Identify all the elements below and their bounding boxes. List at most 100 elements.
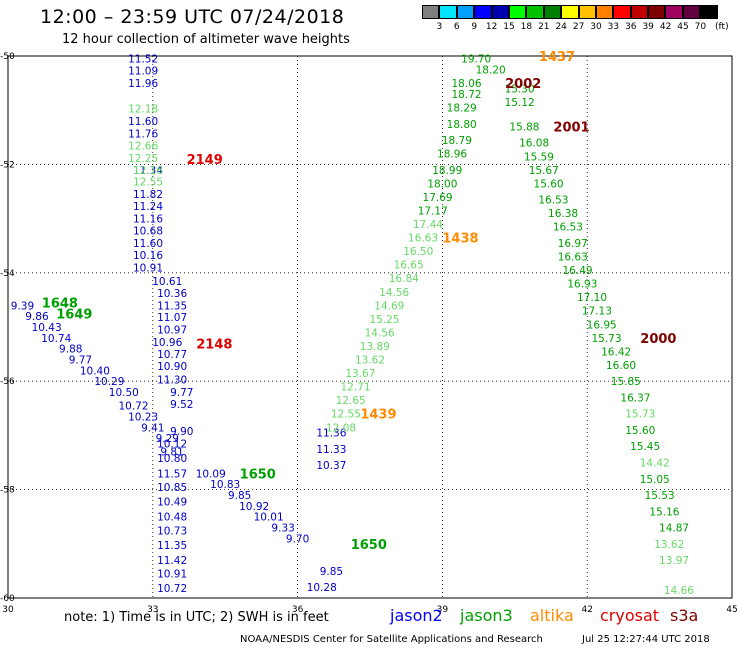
wave-height-value: 16.53 [538, 195, 568, 207]
generated-timestamp: Jul 25 12:27:44 UTC 2018 [582, 634, 710, 645]
wave-height-value: 9.81 [160, 447, 183, 459]
wave-height-value: 12.71 [340, 382, 370, 394]
wave-height-value: 15.73 [591, 333, 621, 345]
wave-height-value: 12.16 [133, 165, 163, 177]
wave-height-value: 9.90 [170, 426, 193, 438]
color-scale-swatch [491, 5, 509, 19]
wave-height-value: 14.69 [374, 300, 404, 312]
wave-height-value: 16.84 [389, 273, 419, 285]
wave-height-value: 16.38 [548, 208, 578, 220]
pass-number-label: 1650 [351, 538, 387, 553]
wave-height-value: 10.16 [133, 250, 163, 262]
y-tick-label: -56 [0, 377, 15, 387]
color-scale-label: 15 [503, 22, 515, 32]
wave-height-value: 14.42 [640, 458, 670, 470]
wave-height-value: 12.08 [326, 422, 356, 434]
wave-height-value: 10.43 [32, 322, 62, 334]
footer-note: note: 1) Time is in UTC; 2) SWH is in fe… [64, 610, 329, 625]
legend-jason3: jason3 [460, 606, 513, 625]
wave-height-value: 10.28 [307, 582, 337, 594]
wave-height-value: 10.85 [157, 482, 187, 494]
plot-frame [7, 55, 733, 599]
wave-height-value: 10.61 [152, 276, 182, 288]
color-scale-swatch [682, 5, 701, 19]
y-tick-label: -54 [0, 269, 15, 279]
pass-number-label: 2000 [640, 332, 676, 347]
y-tick-label: -52 [0, 160, 15, 170]
color-scale-label: 30 [590, 22, 602, 32]
wave-height-value: 15.60 [534, 178, 564, 190]
wave-height-value: 15.30 [505, 84, 535, 96]
wave-height-value: 16.93 [567, 279, 597, 291]
color-scale-label: 33 [607, 22, 620, 32]
wave-height-value: 9.52 [170, 399, 193, 411]
pass-number-label: 1648 [42, 297, 78, 312]
color-scale-label: 39 [642, 22, 654, 32]
wave-height-value: 10.40 [80, 365, 110, 377]
wave-height-value: 10.83 [210, 479, 240, 491]
wave-height-value: 10.91 [157, 569, 187, 581]
wave-height-value: 10.72 [118, 401, 148, 413]
wave-height-value: 9.85 [228, 490, 251, 502]
pass-number-label: 2148 [196, 337, 232, 352]
x-tick-label: 33 [147, 605, 158, 615]
wave-height-value: 17.10 [577, 292, 607, 304]
wave-height-value: 9.70 [286, 533, 309, 545]
wave-height-value: 18.06 [452, 78, 482, 90]
wave-height-value: 9.41 [141, 422, 164, 434]
wave-height-value: 9.77 [170, 387, 193, 399]
y-tick-label: -58 [0, 486, 15, 496]
wave-height-value: 17.17 [418, 205, 448, 217]
wave-height-value: 16.42 [601, 346, 631, 358]
wave-height-value: 16.65 [394, 260, 424, 272]
wave-height-value: 15.16 [649, 506, 679, 518]
color-scale-label: 70 [694, 22, 707, 32]
wave-height-value: 10.92 [239, 501, 269, 513]
x-tick-label: 30 [2, 605, 14, 615]
wave-height-value: 10.49 [157, 497, 187, 509]
wave-height-value: 15.85 [611, 376, 641, 388]
chart-subtitle: 12 hour collection of altimeter wave hei… [62, 32, 350, 47]
wave-height-value: 11.07 [157, 312, 187, 324]
color-scale-label: 42 [659, 22, 672, 32]
wave-height-value: 16.95 [587, 319, 617, 331]
wave-height-value: 10.74 [41, 333, 71, 345]
wave-height-value: 13.89 [360, 341, 390, 353]
pass-number-label: 2002 [505, 77, 541, 92]
wave-height-value: 11.60 [133, 238, 163, 250]
y-tick-label: -60 [0, 594, 15, 604]
wave-height-value: 14.87 [659, 523, 689, 535]
wave-height-value: 9.39 [11, 300, 34, 312]
wave-height-value: 9.88 [59, 344, 82, 356]
wave-height-value: 10.12 [157, 439, 187, 451]
wave-height-value: 17.44 [413, 219, 443, 231]
legend-s3a: s3a [670, 606, 699, 625]
legend-cryosat: cryosat [600, 606, 660, 625]
wave-height-value: 12.55 [331, 409, 361, 421]
wave-height-value: 13.62 [355, 355, 385, 367]
wave-height-value: 11.30 [157, 375, 187, 387]
color-scale-label: 45 [677, 22, 689, 32]
wave-height-value: 10.68 [133, 226, 163, 238]
wave-height-value: 16.60 [606, 360, 636, 372]
wave-height-value: 18.99 [432, 165, 462, 177]
wave-height-value: 10.90 [157, 361, 187, 373]
wave-height-value: 15.59 [524, 151, 554, 163]
color-scale-swatch [578, 5, 596, 19]
pass-number-label: 2149 [187, 153, 223, 168]
wave-height-value: 11.52 [128, 54, 158, 66]
wave-height-value: 11.42 [157, 555, 187, 567]
wave-height-value: 12.55 [133, 177, 163, 189]
x-tick-label: 45 [726, 605, 737, 615]
wave-height-value: 16.97 [558, 238, 588, 250]
wave-height-value: 15.67 [529, 165, 559, 177]
x-tick-label: 39 [437, 605, 449, 615]
wave-height-value: 17.69 [423, 192, 453, 204]
wave-height-value: 18.20 [476, 65, 506, 77]
wave-height-value: 14.56 [365, 327, 395, 339]
wave-height-value: 18.79 [442, 135, 472, 147]
wave-height-value: 13.67 [345, 368, 375, 380]
wave-height-value: 18.00 [427, 178, 457, 190]
wave-height-value: 10.48 [157, 512, 187, 524]
